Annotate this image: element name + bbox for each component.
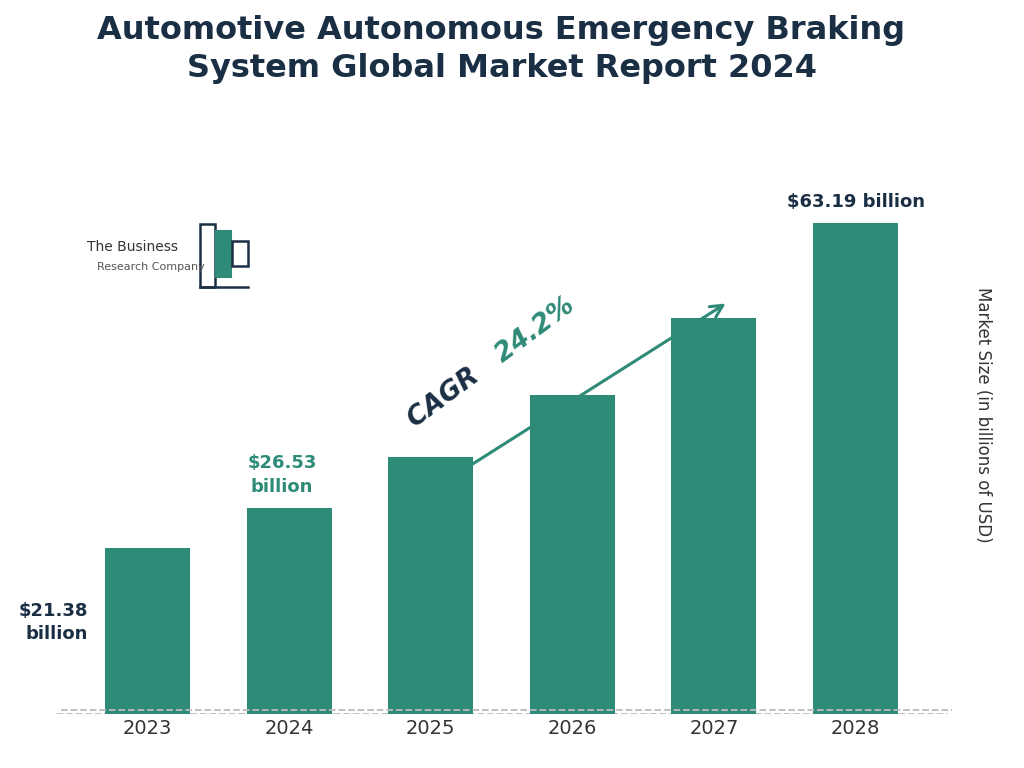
- Bar: [232, 240, 248, 266]
- Bar: [200, 224, 215, 287]
- Bar: [813, 223, 898, 713]
- Text: The Business: The Business: [87, 240, 178, 254]
- Text: $26.53
billion: $26.53 billion: [248, 455, 316, 496]
- Text: Research Company: Research Company: [97, 263, 205, 273]
- Bar: [216, 230, 231, 277]
- Bar: [247, 508, 332, 713]
- Bar: [529, 396, 614, 713]
- Text: $63.19 billion: $63.19 billion: [786, 194, 925, 211]
- Title: Automotive Autonomous Emergency Braking
System Global Market Report 2024: Automotive Autonomous Emergency Braking …: [97, 15, 905, 84]
- Text: 24.2%: 24.2%: [476, 292, 580, 379]
- Bar: [672, 317, 757, 713]
- Text: CAGR: CAGR: [403, 358, 492, 432]
- Text: Market Size (in billions of USD): Market Size (in billions of USD): [974, 287, 992, 542]
- Bar: [105, 548, 190, 713]
- Bar: [388, 458, 473, 713]
- Text: $21.38
billion: $21.38 billion: [18, 601, 88, 644]
